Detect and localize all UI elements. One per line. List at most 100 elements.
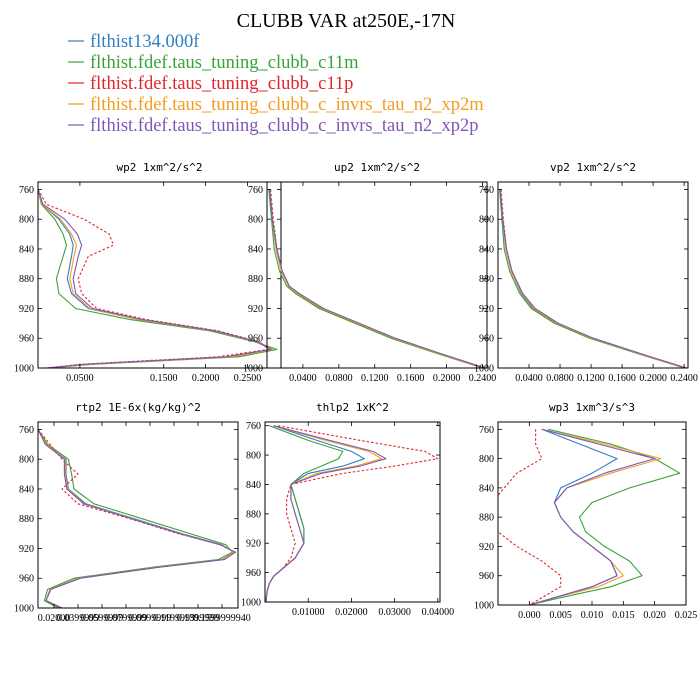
series-line	[38, 429, 237, 608]
subplot-title: up2 1xm^2/s^2	[334, 161, 420, 174]
x-tick-label: 0.03000	[378, 607, 411, 618]
legend-entry: flthist.fdef.taus_tuning_clubb_c11p	[68, 74, 353, 94]
legend-entry: flthist.fdef.taus_tuning_clubb_c11m	[68, 53, 359, 73]
x-tick-label: 0.000	[518, 610, 541, 621]
series-line	[270, 189, 486, 368]
x-tick-label: 0.2000	[433, 373, 461, 384]
series-line	[499, 189, 686, 368]
series-group	[499, 189, 687, 368]
x-tick-label: 0.1600	[397, 373, 425, 384]
legend-entry: flthist.fdef.taus_tuning_clubb_c_invrs_t…	[68, 95, 484, 115]
x-tick-label: 0.04000	[422, 607, 455, 618]
x-tick-label: 0.01000	[292, 607, 325, 618]
series-line	[269, 189, 484, 368]
y-tick-label: 840	[248, 244, 263, 255]
series-line	[38, 189, 278, 368]
x-tick-label: 0.025	[675, 610, 698, 621]
series-line	[38, 189, 272, 368]
legend-label: flthist.fdef.taus_tuning_clubb_c_invrs_t…	[90, 95, 484, 115]
subplot-4: rtp2 1E-6x(kg/kg)^2 760 800 840 880 920 960 100…	[14, 401, 251, 624]
series-line	[269, 189, 486, 368]
series-line	[265, 425, 365, 602]
x-tick-label: 0.2000	[639, 373, 667, 384]
y-tick-label: 840	[246, 480, 261, 491]
series-line	[268, 189, 483, 368]
x-tick-label: 0.0999999	[129, 613, 172, 624]
x-tick-label: 0.02000	[38, 613, 71, 624]
series-group	[38, 189, 278, 368]
y-tick-label: 760	[479, 425, 494, 436]
series-line	[269, 189, 485, 368]
y-tick-label: 1000	[243, 364, 263, 375]
legend-entry: flthist134.000f	[68, 32, 200, 52]
y-tick-label: 840	[479, 244, 494, 255]
series-group	[265, 425, 439, 602]
x-tick-label: 0.1399999	[177, 613, 220, 624]
series-line	[38, 189, 269, 368]
series-line	[265, 425, 344, 602]
series-line	[529, 428, 656, 605]
x-tick-label: 0.0399999	[57, 613, 100, 624]
y-tick-label: 880	[479, 513, 494, 524]
axes-frame	[266, 181, 488, 369]
y-tick-label: 800	[248, 215, 263, 226]
x-tick-label: 0.02000	[335, 607, 368, 618]
y-tick-label: 920	[246, 539, 261, 550]
y-tick-label: 760	[248, 185, 263, 196]
series-group	[38, 429, 237, 608]
y-tick-label: 920	[479, 542, 494, 553]
y-tick-label: 960	[19, 574, 34, 585]
y-tick-label: 1000	[14, 364, 34, 375]
axes-frame	[497, 421, 687, 606]
y-tick-label: 760	[19, 425, 34, 436]
y-tick-label: 760	[479, 185, 494, 196]
axes-frame	[264, 421, 441, 603]
y-tick-label: 1000	[14, 604, 34, 615]
axes-frame	[497, 181, 689, 369]
subplot-title: rtp2 1E-6x(kg/kg)^2	[75, 401, 201, 414]
x-tick-label: 0.2400	[670, 373, 698, 384]
subplot-2: up2 1xm^2/s^2 760 800 840 880 920 960 1000 0.040…	[243, 161, 496, 384]
x-tick-label: 0.2000	[192, 373, 220, 384]
y-tick-label: 880	[19, 514, 34, 525]
x-tick-label: 0.005	[549, 610, 572, 621]
subplot-title: wp2 1xm^2/s^2	[116, 161, 202, 174]
y-tick-label: 760	[19, 185, 34, 196]
y-tick-label: 800	[19, 215, 34, 226]
y-tick-label: 1000	[474, 364, 494, 375]
series-line	[38, 189, 274, 368]
x-tick-label: 0.1199999	[153, 613, 195, 624]
series-line	[498, 429, 562, 605]
axes-frame	[37, 421, 239, 609]
y-tick-label: 1000	[241, 598, 261, 609]
y-tick-label: 960	[479, 571, 494, 582]
x-tick-label: 0.0800	[546, 373, 574, 384]
x-tick-label: 0.0799999	[105, 613, 148, 624]
figure-title: CLUBB VAR at250E,-17N	[237, 10, 456, 32]
series-line	[499, 189, 687, 368]
series-line	[499, 189, 685, 368]
x-tick-label: 0.1599999940	[193, 613, 251, 624]
y-tick-label: 880	[246, 509, 261, 520]
series-group	[498, 428, 681, 605]
y-tick-label: 800	[246, 451, 261, 462]
y-tick-label: 800	[19, 455, 34, 466]
y-tick-label: 920	[479, 304, 494, 315]
y-tick-label: 920	[248, 304, 263, 315]
series-line	[500, 189, 687, 368]
x-tick-label: 0.020	[643, 610, 666, 621]
x-tick-label: 0.0400	[289, 373, 317, 384]
y-tick-label: 920	[19, 544, 34, 555]
legend-label: flthist.fdef.taus_tuning_clubb_c11p	[90, 74, 353, 94]
series-line	[265, 425, 387, 602]
y-tick-label: 840	[479, 483, 494, 494]
subplot-title: thlp2 1xK^2	[316, 401, 389, 414]
subplot-title: vp2 1xm^2/s^2	[550, 161, 636, 174]
subplot-3: vp2 1xm^2/s^2 760 800 840 880 920 960 1000 0.040…	[474, 161, 698, 384]
x-tick-label: 0.015	[612, 610, 635, 621]
series-group	[268, 189, 486, 368]
subplot-1: wp2 1xm^2/s^2 760 800 840 880 920 960 1000 0.050…	[14, 161, 282, 384]
y-tick-label: 960	[479, 334, 494, 345]
y-tick-label: 960	[19, 334, 34, 345]
